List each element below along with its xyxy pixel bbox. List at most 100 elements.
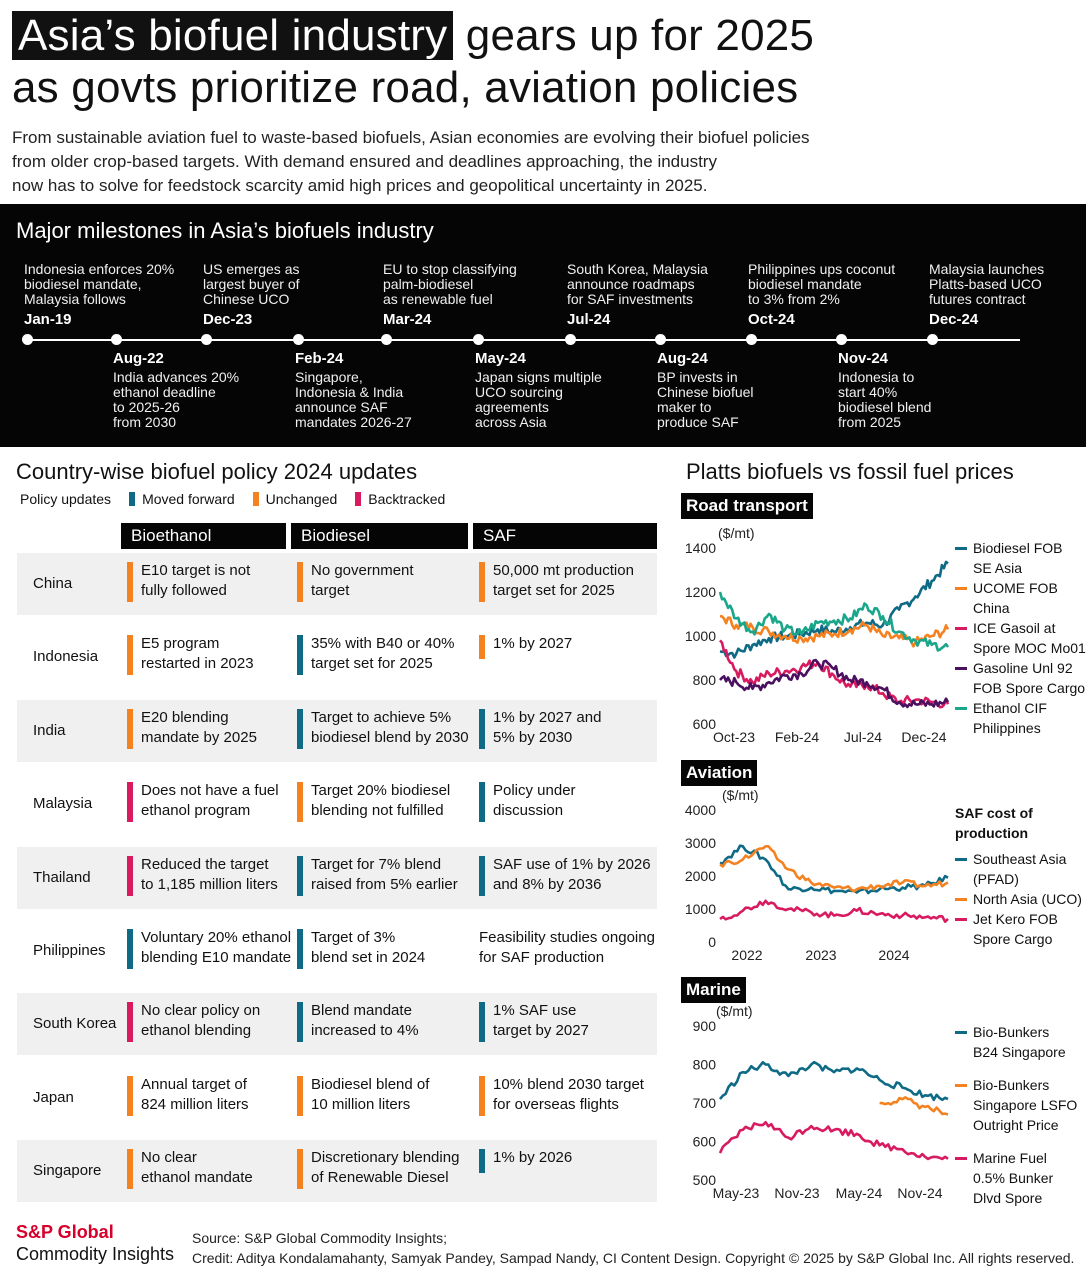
- y-tick-label: 900: [693, 1018, 717, 1034]
- cell-text: Policy under discussion: [493, 781, 576, 821]
- y-tick-label: 600: [693, 1134, 717, 1150]
- y-tick-label: 800: [693, 1057, 717, 1073]
- status-bar-unchanged: [127, 562, 133, 602]
- timeline-dot: [655, 334, 666, 345]
- cell-line: restarted in 2023: [141, 655, 254, 673]
- y-axis-label: ($/mt): [718, 525, 755, 541]
- policy-row: South Korea No clear policy on ethanol ble…: [17, 993, 657, 1056]
- status-bar-unchanged: [127, 708, 133, 749]
- policy-cell: 1% by 2026: [479, 1148, 572, 1174]
- country-name: Thailand: [33, 868, 91, 886]
- policy-row: Indonesia E5 program restarted in 2023 35% …: [17, 626, 657, 688]
- cell-line: ethanol program: [141, 802, 251, 820]
- legend-entry: Gasoline Unl 92 FOB Spore Cargo: [955, 658, 1086, 698]
- cell-text: Does not have a fuel ethanol program: [141, 781, 279, 821]
- cell-line: mandate by 2025: [141, 728, 257, 746]
- event-line: Chinese UCO: [203, 291, 290, 307]
- panel-marine: Marine: [681, 977, 746, 1003]
- legend-title: SAF cost of production: [955, 803, 1082, 843]
- policy-cell: Target for 7% blend raised from 5% earlie…: [297, 855, 458, 896]
- cell-line: for overseas flights: [493, 1095, 619, 1113]
- legend-entry: Jet Kero FOB Spore Cargo: [955, 909, 1082, 949]
- cell-line: No clear policy on: [141, 1002, 261, 1020]
- subtitle-line: now has to solve for feedstock scarcity …: [12, 176, 708, 195]
- cell-line: E20 blending: [141, 708, 229, 726]
- event-line: start 40%: [838, 384, 898, 400]
- legend-label: Dlvd Spore: [973, 1190, 1043, 1206]
- cell-line: E10 target is not: [141, 562, 251, 579]
- cell-line: fully followed: [141, 582, 227, 599]
- timeline-event: Indonesia enforces 20% biodiesel mandate,…: [24, 262, 174, 328]
- policy-cell: SAF use of 1% by 2026 and 8% by 2036: [479, 855, 651, 896]
- status-bar-forward: [479, 708, 485, 749]
- cell-text: Reduced the target to 1,185 million liter…: [141, 855, 278, 895]
- cell-line: Policy under: [493, 782, 576, 800]
- event-date: Aug-24: [657, 350, 708, 367]
- status-bar-forward: [297, 635, 303, 676]
- event-line: produce SAF: [657, 414, 739, 430]
- y-tick-label: 1000: [685, 628, 716, 644]
- policy-cell: Does not have a fuel ethanol program: [127, 781, 279, 823]
- country-name: China: [33, 575, 73, 592]
- legend-entry: Bio-Bunkers B24 Singapore: [955, 1022, 1077, 1062]
- series-line: [879, 1096, 949, 1116]
- timeline-dot: [22, 334, 33, 345]
- policy-legend: Policy updates Moved forward Unchanged B…: [20, 491, 445, 507]
- series-line: [719, 639, 950, 709]
- cell-text: 1% by 2027 and 5% by 2030: [493, 708, 601, 748]
- legend-label: FOB Spore Cargo: [973, 680, 1086, 696]
- policy-title: Country-wise biofuel policy 2024 updates: [16, 459, 418, 484]
- timeline-event: EU to stop classifying palm-biodiesel as r…: [383, 262, 517, 328]
- country-name: South Korea: [33, 1015, 117, 1033]
- y-tick-label: 1200: [685, 584, 716, 600]
- status-bar-unchanged: [127, 1075, 133, 1116]
- legend-label: Biodiesel FOB: [973, 540, 1063, 556]
- credit-line: Credit: Aditya Kondalamahanty, Samyak Pa…: [192, 1250, 1075, 1266]
- event-line: Platts-based UCO: [929, 276, 1042, 292]
- policy-cell: Target 20% biodiesel blending not fulfill…: [297, 781, 450, 823]
- timeline-dot: [201, 334, 212, 345]
- cell-line: ethanol mandate: [141, 1169, 253, 1187]
- column-header-biodiesel: Biodiesel: [291, 523, 468, 549]
- road-transport-legend: Biodiesel FOB SE Asia UCOME FOB China ICE Ga…: [955, 538, 1086, 738]
- legend-line-swatch: [955, 1031, 967, 1034]
- policy-cell: Target of 3% blend set in 2024: [297, 928, 425, 969]
- cell-text: No clear ethanol mandate: [141, 1148, 253, 1188]
- policy-cell: 1% by 2027: [479, 634, 572, 660]
- legend-line-swatch: [955, 1157, 967, 1160]
- event-date: Aug-22: [113, 350, 164, 367]
- policy-cell: Blend mandate increased to 4%: [297, 1001, 419, 1043]
- event-line: futures contract: [929, 291, 1026, 307]
- policy-cell: No government target: [297, 561, 414, 602]
- cell-text: E10 target is not fully followed: [141, 561, 250, 601]
- x-tick-label: Oct-23: [713, 729, 755, 745]
- cell-line: E5 program: [141, 635, 220, 653]
- cell-line: SAF use of 1% by 2026: [493, 855, 651, 873]
- legend-label: Outright Price: [973, 1117, 1059, 1133]
- cell-text: Feasibility studies ongoing for SAF produ…: [479, 928, 655, 968]
- cell-line: Does not have a fuel: [141, 782, 279, 800]
- legend-line-swatch: [955, 707, 967, 710]
- cell-line: 10 million liters: [311, 1095, 411, 1113]
- timeline-dot: [565, 334, 576, 345]
- legend-entry: Marine Fuel 0.5% Bunker Dlvd Spore: [955, 1148, 1077, 1208]
- event-text: Malaysia launches Platts-based UCO futures…: [929, 262, 1044, 307]
- cell-line: to 1,185 million liters: [141, 875, 278, 893]
- cell-line: target set for 2025: [311, 655, 433, 673]
- cell-text: Voluntary 20% ethanol blending E10 mandat…: [141, 928, 291, 968]
- legend-entry: Biodiesel FOB SE Asia: [955, 538, 1086, 578]
- cell-text: 1% SAF use target by 2027: [493, 1001, 589, 1041]
- legend-label: Singapore LSFO: [973, 1097, 1078, 1113]
- policy-row: Philippines Voluntary 20% ethanol blending…: [17, 920, 657, 982]
- policy-cell: No clear ethanol mandate: [127, 1148, 253, 1190]
- legend-line-swatch: [955, 1084, 967, 1087]
- country-name: Singapore: [33, 1162, 102, 1180]
- event-line: Indonesia to: [838, 369, 915, 385]
- charts-title: Platts biofuels vs fossil fuel prices: [686, 459, 1014, 484]
- status-bar-unchanged: [479, 1075, 485, 1116]
- cell-line: and 8% by 2036: [493, 875, 602, 893]
- status-bar-forward: [479, 1002, 485, 1043]
- event-line: UCO sourcing: [475, 384, 563, 400]
- legend-label: ICE Gasoil at: [973, 620, 1056, 636]
- legend-swatch-backtracked: [355, 492, 362, 506]
